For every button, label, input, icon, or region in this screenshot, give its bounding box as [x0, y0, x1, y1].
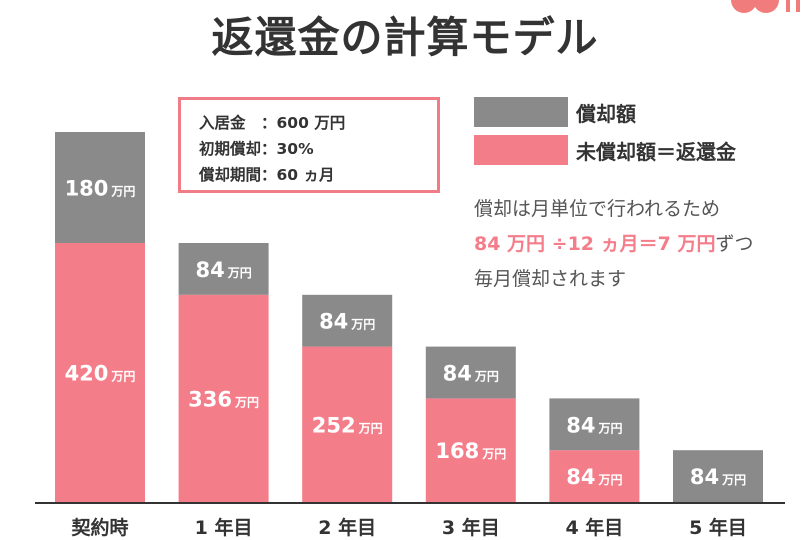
- info-deposit: 入居金 ：600 万円: [199, 114, 346, 132]
- bar-segment: [55, 132, 145, 243]
- x-tick-label: 契約時: [70, 516, 128, 539]
- bar-segment: [425, 346, 516, 399]
- bar-value-label: 168 万円: [435, 439, 506, 463]
- info-initial-amortization: 初期償却：30%: [199, 140, 314, 158]
- bar-segment: [673, 450, 763, 502]
- bar-segment: [549, 398, 640, 451]
- x-tick-label: 5 年目: [689, 516, 747, 539]
- bar-value-label: 180 万円: [65, 177, 136, 201]
- bar-segment: [425, 398, 516, 502]
- bar-segment: [55, 243, 145, 502]
- bar-value-label: 84 万円: [443, 362, 499, 386]
- x-tick-label: 4 年目: [565, 516, 623, 539]
- bar-segment: [302, 346, 393, 502]
- note-rest: ずつ: [715, 233, 754, 255]
- bar-value-label: 84 万円: [195, 258, 251, 282]
- bar-segment: [178, 243, 269, 295]
- x-tick-label: 2 年目: [318, 516, 376, 539]
- chart-title: 返還金の計算モデル: [211, 13, 599, 62]
- bar-value-label: 84 万円: [690, 465, 746, 489]
- x-tick-label: 3 年目: [442, 516, 500, 539]
- bar-segment: [549, 450, 640, 502]
- legend-label: 未償却額＝返還金: [576, 139, 736, 164]
- bar-value-label: 84 万円: [566, 465, 622, 489]
- bar-value-label: 336 万円: [188, 387, 259, 411]
- bar-segment: [302, 294, 393, 347]
- note-line1: 償却は月単位で行われるため: [474, 198, 721, 220]
- note-line2: 84 万円 ÷12 ヵ月＝7 万円ずつ: [474, 229, 754, 256]
- info-amortization-period: 償却期間：60 ヵ月: [199, 166, 335, 184]
- info-box: 入居金 ：600 万円 初期償却：30% 償却期間：60 ヵ月: [178, 97, 440, 193]
- legend-swatch-gray: [474, 97, 568, 127]
- legend-amortized: 償却額: [474, 97, 636, 127]
- bar-value-label: 84 万円: [319, 310, 375, 334]
- legend-swatch-pink: [474, 135, 568, 165]
- note-highlight: 84 万円 ÷12 ヵ月＝7 万円: [474, 233, 716, 255]
- logo: [731, 0, 800, 13]
- legend-label: 償却額: [576, 101, 636, 126]
- bar-segment: [178, 294, 269, 502]
- bar-value-label: 252 万円: [312, 413, 383, 437]
- x-tick-label: 1 年目: [195, 516, 253, 539]
- note-line3: 毎月償却されます: [474, 268, 627, 290]
- bar-value-label: 420 万円: [65, 362, 136, 386]
- legend-refund: 未償却額＝返還金: [474, 135, 736, 165]
- bar-value-label: 84 万円: [566, 413, 622, 437]
